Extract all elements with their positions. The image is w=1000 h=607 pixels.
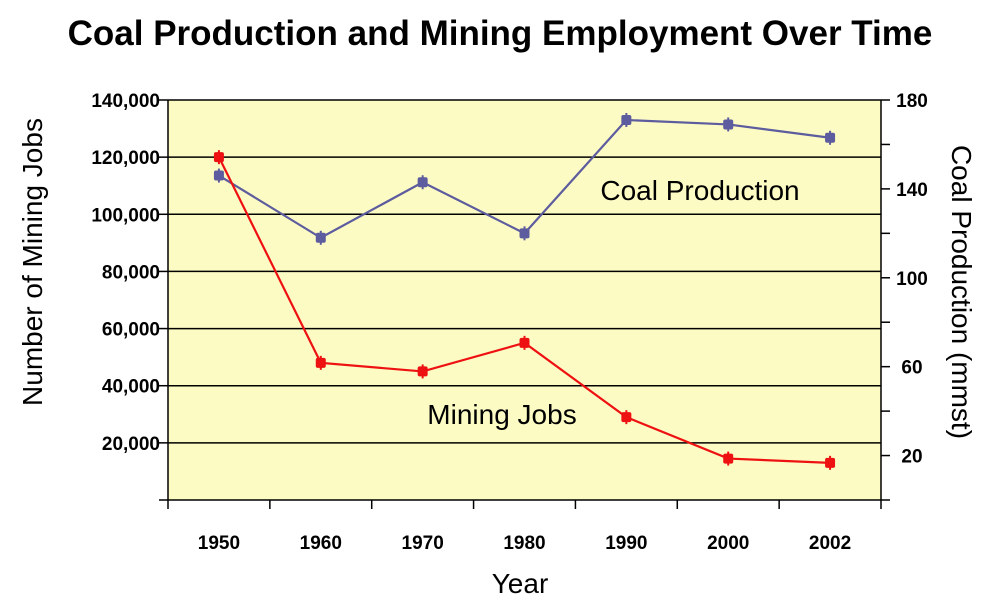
y-left-tick-label: 20,000 <box>102 434 160 455</box>
coal-production-point <box>621 115 632 125</box>
y-left-tick-label: 60,000 <box>102 320 160 341</box>
y-right-tick-label: 60 <box>901 358 922 379</box>
x-axis-title: Year <box>492 568 549 599</box>
coal-production-point <box>723 119 734 130</box>
grid-lines <box>168 99 881 444</box>
y-axis-left-title: Number of Mining Jobs <box>17 118 48 406</box>
y-left-tick-label: 100,000 <box>91 205 160 226</box>
label-layer: 20,000 40,000 60,000 80,000 100,000 120,000 14… <box>17 91 977 599</box>
mining-jobs-label: Mining Jobs <box>427 399 576 430</box>
y-right-tick-label: 140 <box>896 180 928 201</box>
mining-jobs-point <box>621 412 632 423</box>
series-layer <box>213 113 836 470</box>
x-tick-label: 1950 <box>198 533 240 554</box>
coal-production-point <box>213 170 224 181</box>
y-right-tick-label: 20 <box>901 447 922 468</box>
mining-jobs-point <box>519 337 530 348</box>
x-tick-label: 1970 <box>402 533 444 554</box>
coal-production-label: Coal Production <box>600 175 799 206</box>
x-tick-label: 2000 <box>707 533 749 554</box>
mining-jobs-point <box>723 453 734 464</box>
chart-title: Coal Production and Mining Employment Ov… <box>67 14 933 53</box>
plot-area <box>168 100 881 500</box>
x-tick-label: 2002 <box>809 533 851 554</box>
mining-jobs-point <box>825 457 836 468</box>
x-tick-label: 1960 <box>300 533 342 554</box>
coal-production-point <box>315 232 326 243</box>
y-left-tick-label: 40,000 <box>102 377 160 398</box>
y-right-tick-label: 180 <box>896 91 928 112</box>
mining-jobs-point <box>213 152 224 163</box>
x-tick-label: 1980 <box>503 533 545 554</box>
coal-production-point <box>825 132 836 143</box>
y-right-tick-label: 100 <box>896 269 928 290</box>
mining-jobs-point <box>315 357 326 368</box>
coal-production-point <box>519 228 530 239</box>
y-left-tick-label: 140,000 <box>91 91 160 112</box>
mining-jobs-point <box>417 366 428 377</box>
y-axis-right-title: Coal Production (mmst) <box>946 145 977 439</box>
x-tick-label: 1990 <box>605 533 647 554</box>
y-left-tick-label: 80,000 <box>102 262 160 283</box>
y-left-tick-label: 120,000 <box>91 148 160 169</box>
coal-production-point <box>417 177 428 188</box>
axes <box>159 99 890 509</box>
